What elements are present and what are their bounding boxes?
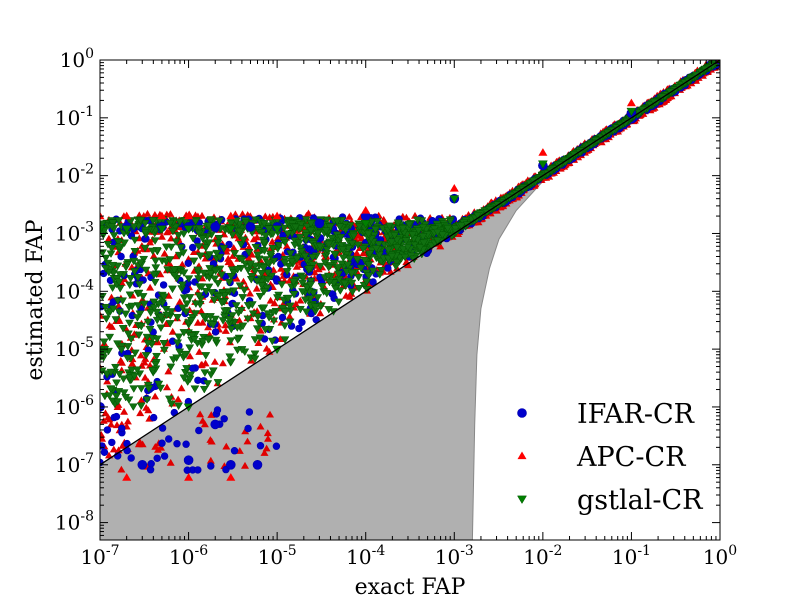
- data-point-gstlal-CR: [183, 225, 194, 234]
- data-point-IFAR-CR: [183, 455, 194, 466]
- data-point-APC-CR: [538, 148, 548, 156]
- plot-area: [100, 60, 720, 540]
- data-point-IFAR-CR: [226, 459, 236, 470]
- data-point-gstlal-CR: [121, 225, 132, 234]
- data-point-APC-CR: [226, 473, 236, 481]
- x-tick-label: 10-4: [346, 543, 385, 569]
- x-tick-label: 10-7: [80, 543, 119, 569]
- y-axis-label: estimated FAP: [23, 219, 48, 380]
- y-tick-label: 10-2: [55, 162, 94, 188]
- legend-marker-gstlal-CR: [517, 495, 527, 504]
- x-tick-label: 100: [703, 543, 737, 569]
- legend-marker-IFAR-CR: [517, 408, 527, 418]
- axis-ticks: 10-7 10-6 10-5 10-4 10-3 10-2 10-1 100 10-8 10-7 1…: [55, 46, 737, 569]
- data-point-IFAR-CR: [314, 218, 325, 229]
- y-tick-label: 10-6: [55, 393, 94, 419]
- data-point-gstlal-CR: [272, 225, 283, 234]
- data-point-APC-CR: [272, 211, 282, 220]
- data-point-APC-CR: [122, 211, 132, 220]
- x-tick-label: 10-5: [258, 543, 297, 569]
- data-point-IFAR-CR: [210, 419, 220, 430]
- data-point-APC-CR: [361, 206, 371, 214]
- y-tick-label: 10-1: [55, 104, 94, 130]
- data-point-APC-CR: [122, 473, 132, 481]
- series-APC-CR: [100, 60, 720, 481]
- data-point-APC-CR: [626, 98, 636, 107]
- y-tick-label: 100: [60, 46, 94, 72]
- data-point-gstlal-CR: [156, 225, 167, 234]
- legend-label: gstlal-CR: [577, 485, 703, 516]
- data-point-APC-CR: [184, 211, 194, 220]
- data-point-gstlal-CR: [626, 107, 637, 117]
- data-point-IFAR-CR: [252, 459, 263, 470]
- data-point-gstlal-CR: [449, 195, 460, 204]
- data-point-APC-CR: [226, 211, 236, 220]
- legend-label: APC-CR: [576, 442, 686, 473]
- data-point-gstlal-CR: [100, 225, 105, 234]
- data-point-APC-CR: [184, 473, 194, 481]
- legend-marker-APC-CR: [517, 451, 527, 460]
- y-tick-label: 10-5: [55, 335, 94, 361]
- data-point-IFAR-CR: [137, 459, 148, 470]
- data-point-IFAR-CR: [210, 222, 220, 232]
- y-tick-label: 10-8: [55, 509, 94, 535]
- x-tick-label: 10-6: [169, 543, 208, 569]
- data-point-APC-CR: [449, 184, 459, 192]
- legend-label: IFAR-CR: [577, 399, 695, 430]
- y-tick-label: 10-4: [55, 277, 94, 303]
- data-point-gstlal-CR: [360, 219, 371, 229]
- data-point-gstlal-CR: [225, 225, 236, 234]
- data-point-gstlal-CR: [537, 160, 548, 169]
- legend: IFAR-CR APC-CR gstlal-CR: [517, 399, 703, 516]
- x-tick-label: 10-3: [435, 543, 474, 569]
- data-point-APC-CR: [100, 211, 105, 220]
- x-axis-label: exact FAP: [355, 575, 466, 600]
- data-point-IFAR-CR: [245, 222, 256, 232]
- data-point-APC-CR: [157, 211, 167, 220]
- y-tick-label: 10-7: [55, 451, 94, 477]
- reference-line-layer: [100, 60, 720, 466]
- reference-line: [100, 60, 720, 466]
- x-tick-label: 10-2: [523, 543, 562, 569]
- y-tick-label: 10-3: [55, 219, 94, 245]
- x-tick-label: 10-1: [612, 543, 651, 569]
